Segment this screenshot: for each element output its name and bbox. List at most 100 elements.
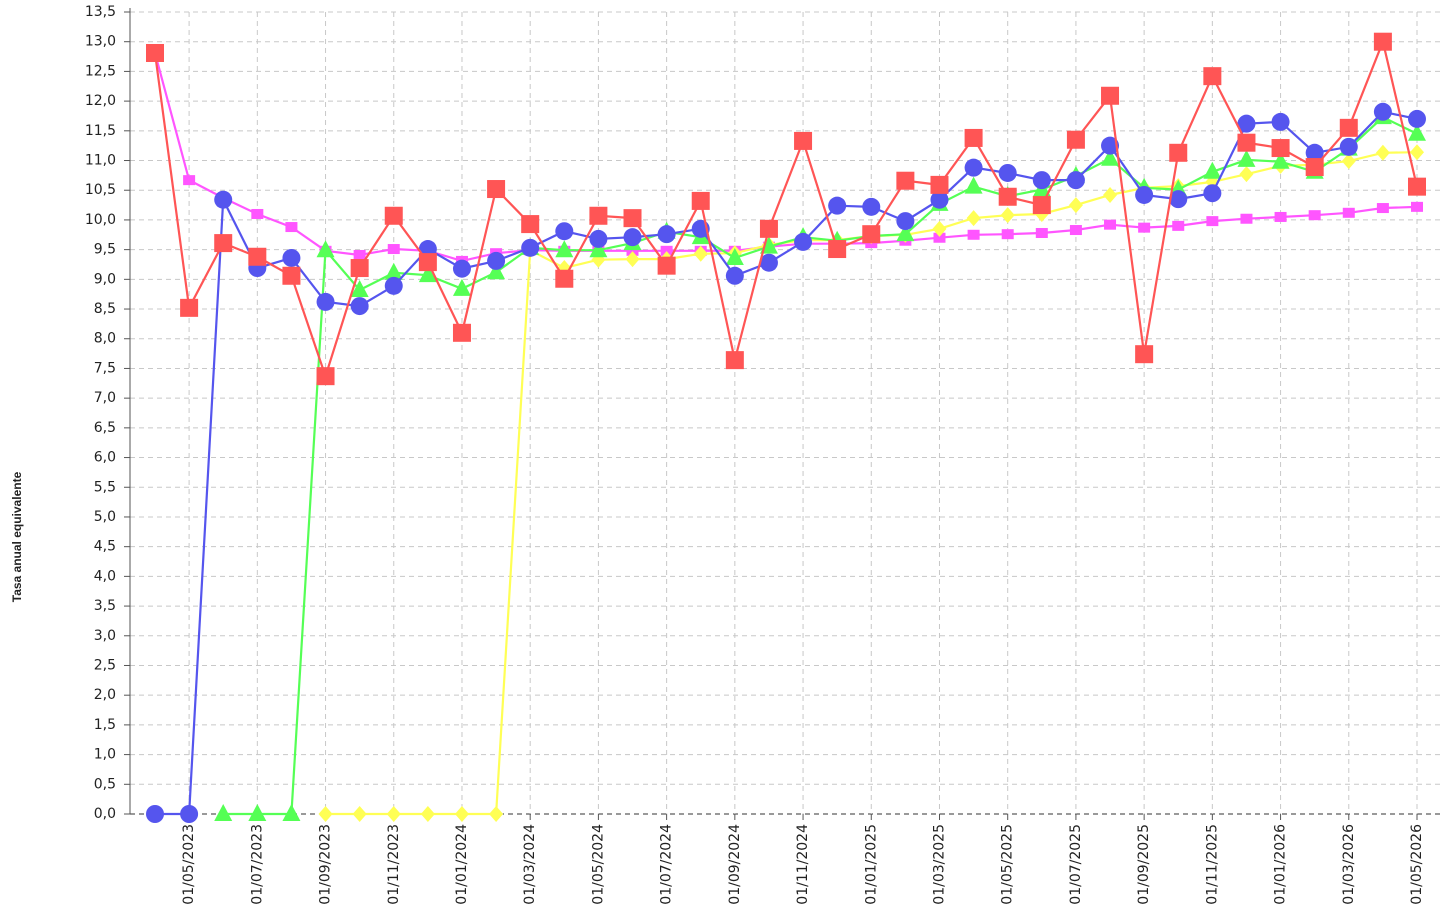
- circle-marker: [794, 232, 813, 251]
- y-tick-label: 0,0: [94, 806, 116, 822]
- y-tick-label: 1,0: [94, 747, 116, 763]
- square-marker: [1408, 177, 1426, 196]
- x-tick-label: 01/11/2023: [386, 824, 402, 905]
- y-tick-label: 3,5: [94, 598, 116, 614]
- diamond-marker: [932, 220, 947, 237]
- square-marker: [418, 253, 437, 272]
- small-square-marker: [1172, 220, 1185, 231]
- diamond-marker: [1000, 207, 1015, 224]
- diamond-marker: [693, 245, 708, 262]
- series-line: [223, 115, 1418, 816]
- circle-marker: [828, 196, 847, 215]
- diamond-marker: [1239, 166, 1254, 183]
- x-tick-label: 01/07/2024: [659, 824, 675, 905]
- small-square-marker: [1104, 219, 1117, 230]
- circle-marker: [725, 266, 744, 285]
- y-tick-label: 2,5: [94, 657, 116, 673]
- x-tick-label: 01/09/2023: [318, 824, 334, 905]
- y-tick-label: 6,0: [94, 450, 116, 466]
- y-tick-label: 10,5: [85, 182, 116, 198]
- square-marker: [521, 215, 540, 234]
- square-marker: [589, 206, 608, 225]
- square-marker: [828, 240, 847, 259]
- y-tick-label: 9,0: [94, 271, 116, 287]
- triangle-marker: [725, 247, 744, 265]
- triangle-marker: [1237, 149, 1256, 167]
- x-tick-label: 01/05/2023: [181, 824, 197, 905]
- small-square-marker: [1342, 207, 1355, 218]
- circle-marker: [1066, 171, 1085, 190]
- x-tick-label: 01/07/2023: [249, 824, 265, 905]
- circle-marker: [282, 248, 301, 267]
- series-line: [153, 52, 1418, 263]
- circle-marker: [487, 251, 506, 270]
- y-tick-label: 8,5: [94, 301, 116, 317]
- small-square-marker: [387, 244, 400, 255]
- y-axis-title: Tasa anual equivalente: [10, 471, 24, 602]
- triangle-marker: [418, 265, 437, 283]
- y-tick-label: 2,0: [94, 687, 116, 703]
- circle-marker: [521, 238, 540, 257]
- small-square-marker: [183, 175, 196, 186]
- x-tick-label: 01/05/2026: [1409, 824, 1425, 905]
- small-square-marker: [967, 229, 980, 240]
- y-tick-label: 3,0: [94, 628, 116, 644]
- triangle-marker: [1271, 151, 1290, 169]
- diamond-marker: [1375, 144, 1390, 161]
- circle-marker: [759, 253, 778, 272]
- triangle-marker: [214, 804, 233, 821]
- x-tick-label: 01/11/2025: [1204, 824, 1220, 905]
- circle-marker: [930, 190, 949, 209]
- circle-marker: [1408, 109, 1426, 128]
- square-marker: [487, 180, 506, 199]
- circle-marker: [1305, 143, 1324, 162]
- y-tick-label: 5,5: [94, 479, 116, 495]
- circle-marker: [1032, 171, 1051, 190]
- square-marker: [930, 175, 949, 194]
- x-tick-label: 01/11/2024: [795, 824, 811, 905]
- diamond-marker: [1410, 144, 1424, 161]
- diamond-marker: [454, 806, 469, 822]
- diamond-marker: [625, 251, 640, 268]
- diamond-marker: [1103, 186, 1118, 203]
- y-tick-label: 8,0: [94, 331, 116, 347]
- small-square-marker: [353, 249, 366, 260]
- small-square-marker: [626, 245, 639, 256]
- square-marker: [1271, 139, 1290, 158]
- triangle-marker: [452, 278, 471, 296]
- square-marker: [1066, 130, 1085, 149]
- small-square-marker: [1274, 211, 1287, 222]
- small-square-marker: [251, 208, 264, 219]
- triangle-marker: [589, 240, 608, 258]
- x-tick-label: 01/09/2025: [1136, 824, 1152, 905]
- square-marker: [214, 234, 233, 253]
- circle-marker: [180, 805, 199, 823]
- y-tick-label: 11,0: [85, 153, 116, 169]
- diamond-marker: [318, 806, 333, 822]
- x-tick-label: 01/03/2024: [522, 824, 538, 905]
- small-square-marker: [933, 232, 946, 243]
- small-square-marker: [1240, 213, 1253, 224]
- triangle-marker: [487, 262, 506, 280]
- small-square-marker: [1001, 229, 1014, 240]
- small-square-marker: [660, 245, 673, 256]
- triangle-marker: [1408, 123, 1426, 141]
- square-marker: [896, 171, 915, 190]
- circle-marker: [1373, 102, 1392, 121]
- circle-marker: [862, 197, 881, 216]
- triangle-marker: [350, 280, 369, 298]
- y-tick-label: 7,0: [94, 390, 116, 406]
- circle-marker: [1339, 137, 1358, 156]
- small-square-marker: [1069, 225, 1082, 236]
- small-square-marker: [1035, 227, 1048, 238]
- circle-marker: [350, 297, 369, 316]
- square-marker: [555, 269, 574, 288]
- y-tick-label: 1,5: [94, 717, 116, 733]
- circle-marker: [452, 259, 471, 278]
- square-marker: [282, 266, 301, 285]
- y-tick-label: 10,0: [85, 212, 116, 228]
- circle-marker: [998, 163, 1017, 182]
- circle-marker: [896, 212, 915, 231]
- square-marker: [1101, 86, 1120, 105]
